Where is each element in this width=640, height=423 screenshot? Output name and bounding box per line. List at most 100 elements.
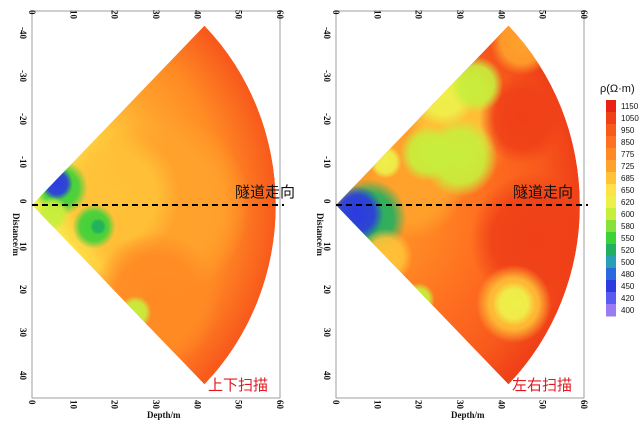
colorbar-swatch (606, 124, 616, 137)
resistivity-anomaly (492, 281, 536, 327)
colorbar-swatch (606, 268, 616, 281)
x-tick-label: 10 (68, 10, 78, 20)
colorbar-swatch (606, 232, 616, 245)
right-x-axis-label: Depth/m (451, 410, 485, 420)
colorbar-legend: ρ(Ω·m) 1150 1050 950 850 775 725 685 650 620 600 5… (600, 83, 639, 317)
colorbar-swatch (606, 256, 616, 269)
x-tick-label: 60 (579, 400, 589, 410)
y-tick-label: -10 (322, 156, 332, 168)
resistivity-anomaly (402, 282, 435, 317)
resistivity-anomaly (449, 56, 504, 113)
x-tick-label: 60 (579, 10, 589, 20)
y-tick-label: 30 (322, 328, 332, 338)
left-x-ticks: 0 0 10 10 20 20 30 30 40 40 50 50 60 60 (27, 10, 285, 410)
x-tick-label: 20 (414, 400, 424, 410)
legend-title: ρ(Ω·m) (600, 83, 635, 95)
x-tick-label: 10 (68, 400, 78, 410)
y-tick-label: -20 (18, 113, 28, 125)
y-tick-label: -40 (322, 27, 332, 39)
resistivity-anomaly (40, 166, 73, 201)
colorbar-tick: 520 (621, 246, 635, 255)
colorbar-swatch (606, 112, 616, 125)
left-scan-label: 上下扫描 (208, 376, 268, 394)
x-tick-label: 40 (496, 10, 506, 20)
colorbar-tick: 420 (621, 294, 635, 303)
x-tick-label: 0 (331, 10, 341, 15)
colorbar-swatch (606, 292, 616, 305)
x-tick-label: 0 (27, 400, 37, 405)
left-y-ticks: -40 -30 -20 -10 0 10 20 30 40 (18, 27, 28, 381)
colorbar-swatch (606, 220, 616, 233)
colorbar-tick: 620 (621, 198, 635, 207)
x-tick-label: 40 (496, 400, 506, 410)
x-tick-label: 10 (372, 400, 382, 410)
x-tick-label: 50 (234, 10, 244, 20)
y-tick-label: -30 (18, 70, 28, 82)
colorbar-tick: 580 (621, 222, 635, 231)
colorbar-swatch (606, 136, 616, 149)
x-tick-label: 30 (455, 400, 465, 410)
colorbar-tick: 1150 (621, 102, 639, 111)
resistivity-anomaly (119, 295, 152, 330)
colorbar-swatch (606, 244, 616, 257)
right-y-axis-label: Distance/m (315, 213, 325, 256)
right-x-ticks: 0 0 10 10 20 20 30 30 40 40 50 50 60 60 (331, 10, 589, 410)
colorbar-swatch (606, 148, 616, 161)
x-tick-label: 0 (331, 400, 341, 405)
x-tick-label: 30 (455, 10, 465, 20)
x-tick-label: 50 (538, 400, 548, 410)
colorbar-swatch (606, 208, 616, 221)
right-direction-label: 隧道走向 (513, 183, 573, 201)
resistivity-anomaly (400, 125, 454, 182)
x-tick-label: 20 (110, 400, 120, 410)
x-tick-label: 50 (538, 10, 548, 20)
colorbar-swatch (606, 280, 616, 293)
colorbar-tick: 850 (621, 138, 635, 147)
left-x-axis-label: Depth/m (147, 410, 181, 420)
colorbar-tick: 950 (621, 126, 635, 135)
colorbar-swatch (606, 304, 616, 317)
colorbar-tick: 1050 (621, 114, 639, 123)
x-tick-label: 50 (234, 400, 244, 410)
x-tick-label: 0 (27, 10, 37, 15)
colorbar-tick: 775 (621, 150, 635, 159)
colorbar-swatch (606, 172, 616, 185)
colorbar-tick: 500 (621, 258, 635, 267)
x-tick-label: 60 (275, 400, 285, 410)
x-tick-label: 40 (192, 400, 202, 410)
colorbar-swatches (606, 100, 616, 317)
y-tick-label: 40 (322, 371, 332, 381)
resistivity-anomaly (91, 232, 221, 367)
colorbar-swatch (606, 160, 616, 173)
colorbar-swatch (606, 184, 616, 197)
colorbar-tick: 480 (621, 270, 635, 279)
colorbar-tick: 450 (621, 282, 635, 291)
y-tick-label: -10 (18, 156, 28, 168)
colorbar-tick-labels: 1150 1050 950 850 775 725 685 650 620 600 580 550 52… (621, 102, 639, 315)
y-tick-label: 20 (322, 285, 332, 295)
x-tick-label: 10 (372, 10, 382, 20)
y-tick-label: 10 (18, 242, 28, 252)
y-tick-label: -40 (18, 27, 28, 39)
x-tick-label: 40 (192, 10, 202, 20)
resistivity-anomaly (369, 145, 402, 179)
right-scan-label: 左右扫描 (512, 376, 572, 394)
x-tick-label: 20 (414, 10, 424, 20)
resistivity-anomaly (36, 196, 69, 231)
y-tick-label: 40 (18, 371, 28, 381)
y-tick-label: 0 (322, 199, 332, 204)
colorbar-tick: 650 (621, 186, 635, 195)
resistivity-anomaly (358, 228, 413, 285)
x-tick-label: 20 (110, 10, 120, 20)
x-tick-label: 60 (275, 10, 285, 20)
left-direction-label: 隧道走向 (235, 183, 295, 201)
y-tick-label: 0 (18, 199, 28, 204)
x-tick-label: 30 (151, 400, 161, 410)
colorbar-tick: 725 (621, 162, 635, 171)
left-y-axis-label: Distance/m (11, 213, 21, 256)
y-tick-label: -20 (322, 113, 332, 125)
y-tick-label: 20 (18, 285, 28, 295)
